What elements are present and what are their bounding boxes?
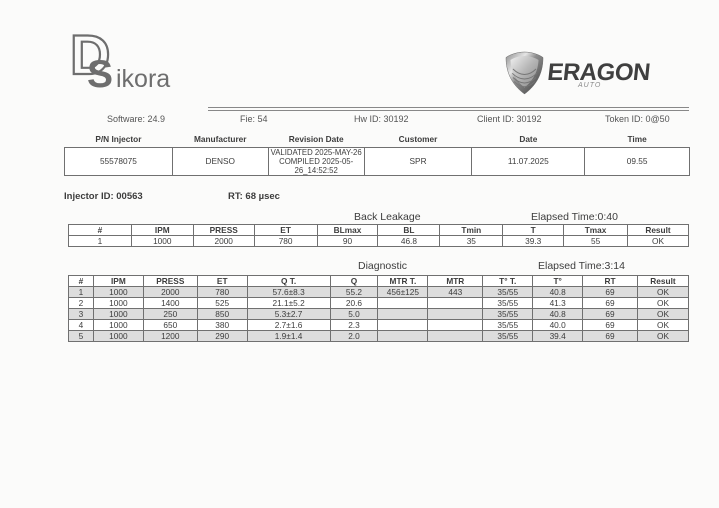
svg-text:S: S	[87, 53, 113, 96]
